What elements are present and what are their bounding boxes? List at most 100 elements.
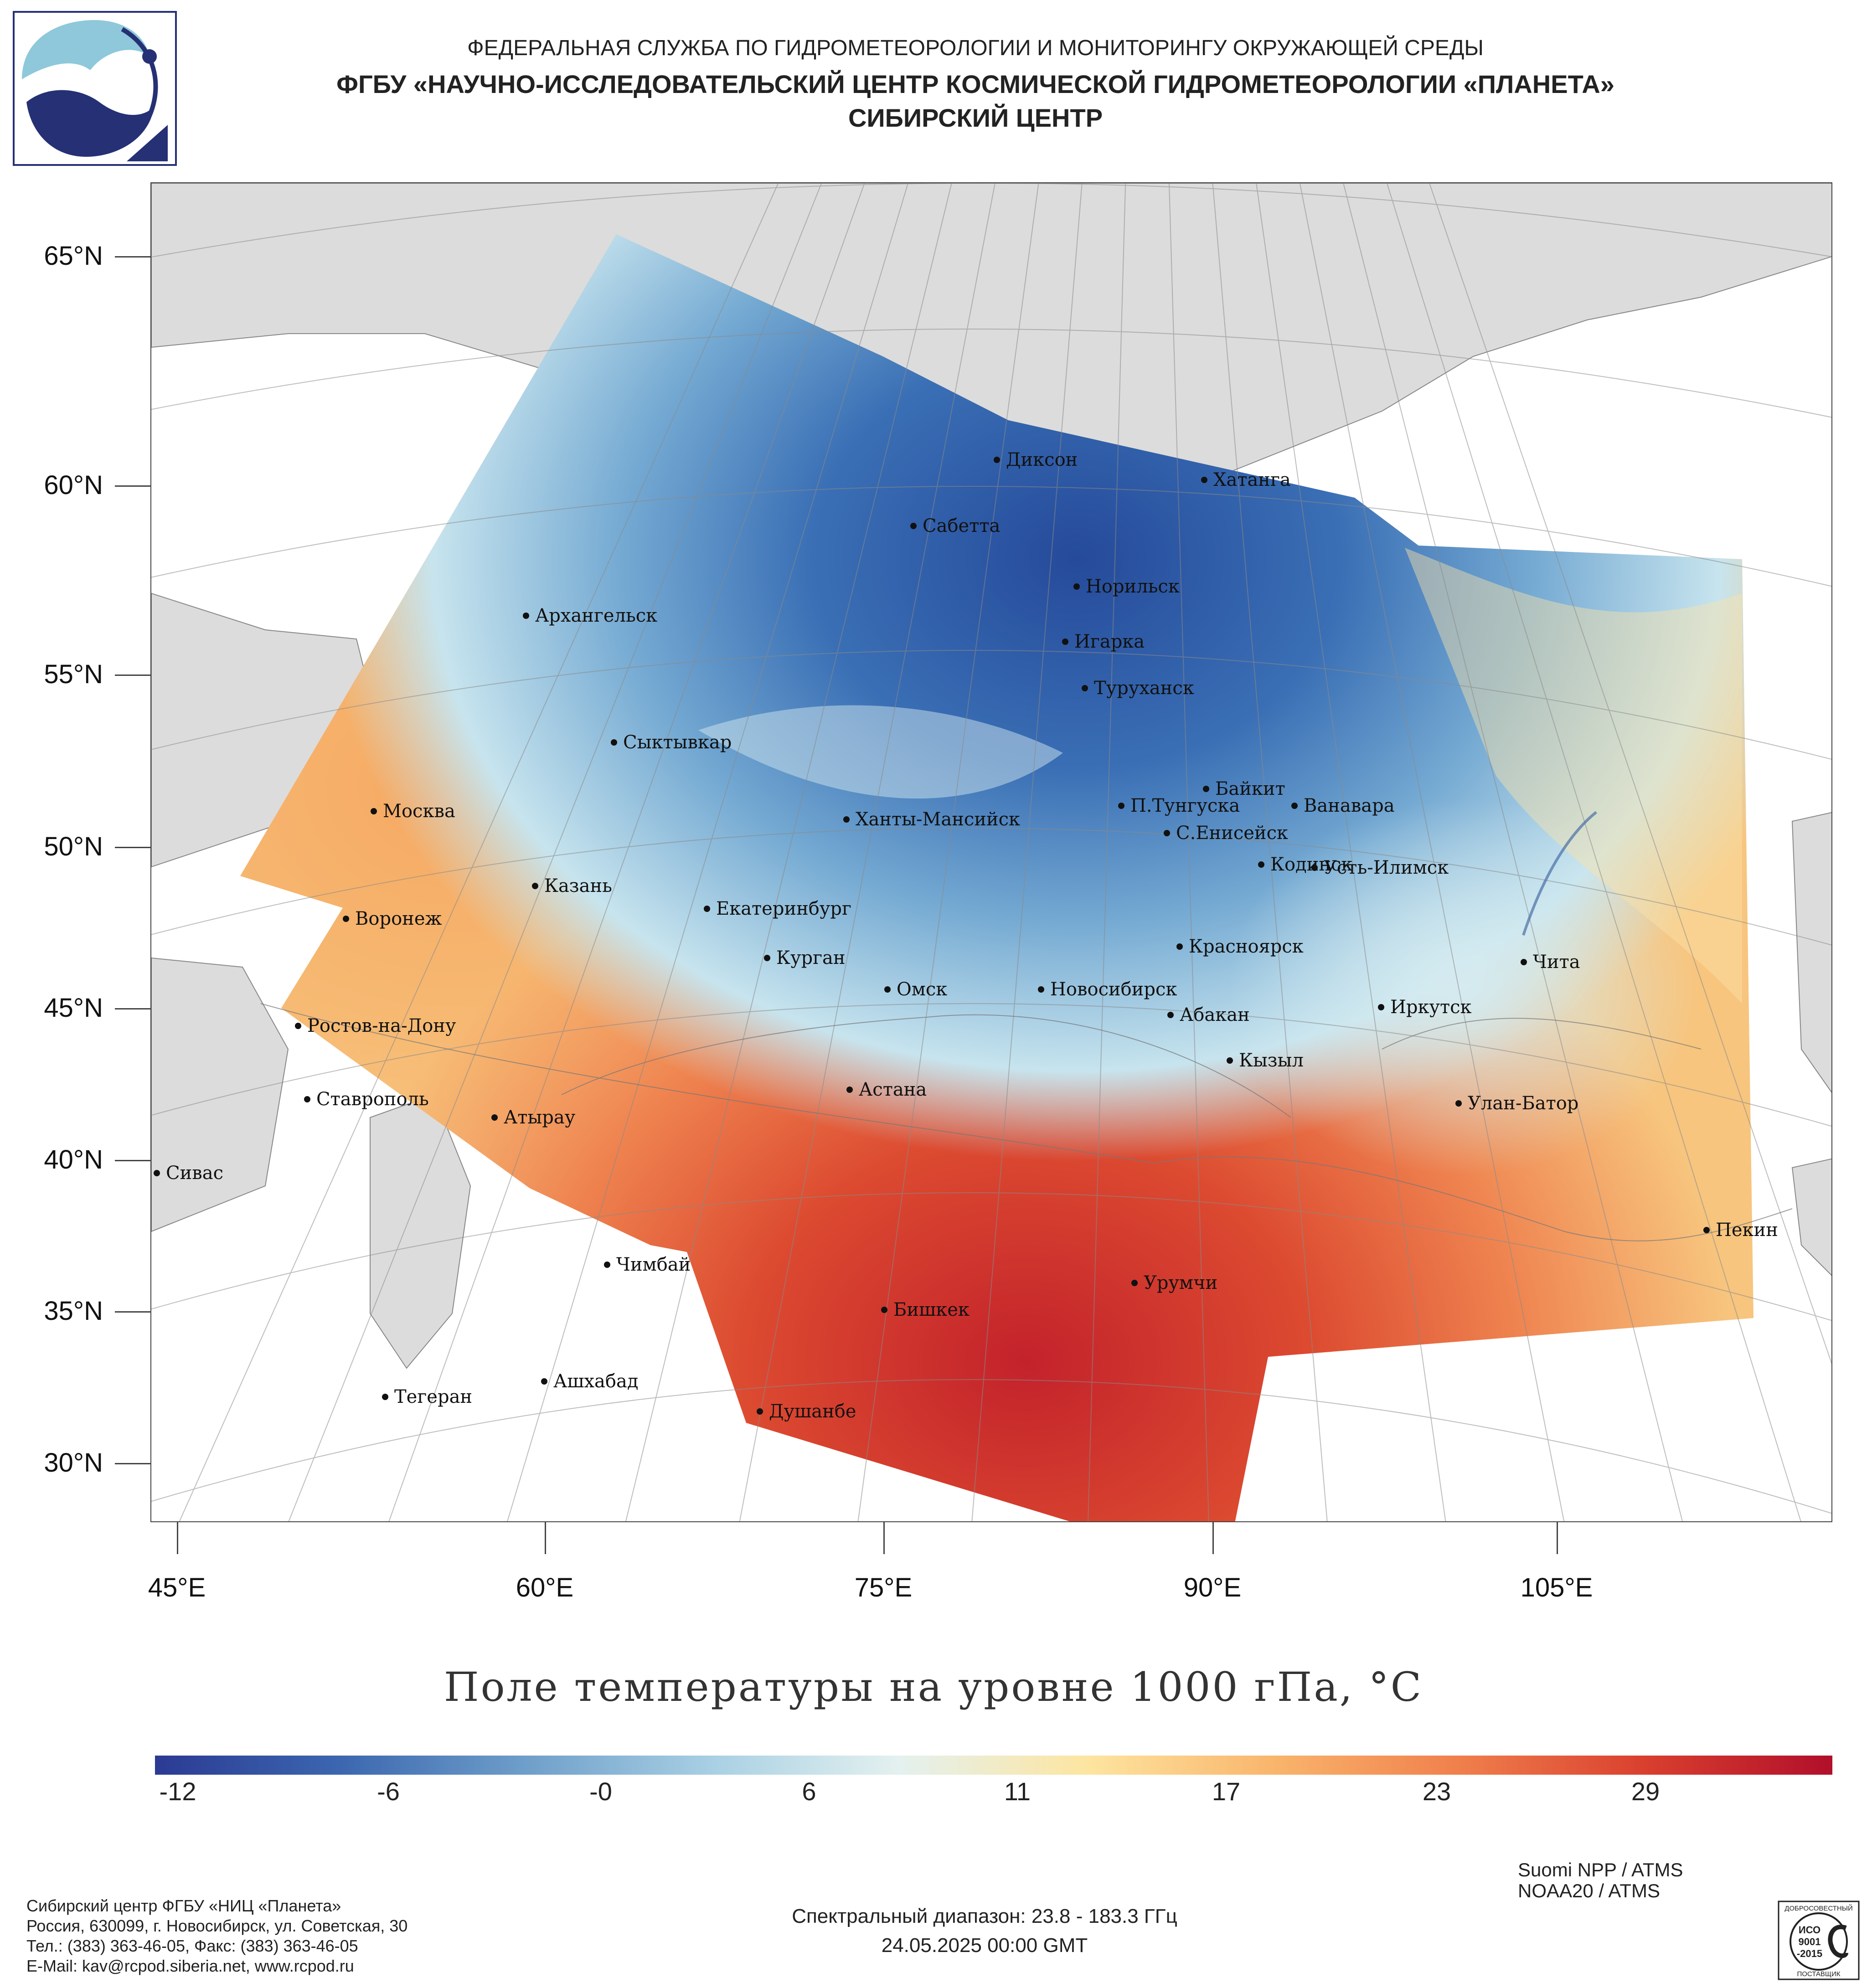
- iso-mid1: ИСО: [1799, 1924, 1821, 1936]
- city-name: Кызыл: [1239, 1050, 1304, 1071]
- temperature-map: Диксон Хатанга Сабетта Норильск Архангельск И…: [150, 182, 1832, 1522]
- city-marker: Хатанга: [1201, 469, 1291, 490]
- city-dot: [1082, 685, 1088, 691]
- city-marker: Байкит: [1203, 778, 1285, 799]
- colorbar-tick-label: 17: [1212, 1777, 1241, 1806]
- city-name: Ростов-на-Дону: [307, 1015, 456, 1036]
- iso-top-text: ДОБРОСОВЕСТНЫЙ: [1784, 1904, 1853, 1912]
- latitude-label: 50°N: [44, 832, 103, 861]
- longitude-tick: [545, 1522, 546, 1554]
- colorbar-tick-label: 23: [1422, 1777, 1451, 1806]
- iso-mid2: 9001: [1799, 1936, 1821, 1947]
- city-marker: Ставрополь: [304, 1089, 429, 1110]
- city-marker: Игарка: [1062, 631, 1145, 652]
- city-dot: [1258, 861, 1264, 868]
- observation-datetime: 24.05.2025 00:00 GMT: [881, 1934, 1088, 1957]
- latitude-tick: [115, 1160, 150, 1161]
- satellite-item: Suomi NPP / ATMS: [1518, 1859, 1683, 1880]
- city-name: Чита: [1533, 952, 1580, 973]
- city-name: Ставрополь: [316, 1089, 429, 1110]
- header-center: ФГБУ «НАУЧНО-ИССЛЕДОВАТЕЛЬСКИЙ ЦЕНТР КОС…: [336, 70, 1614, 98]
- colorbar-tick-label: 29: [1631, 1777, 1660, 1806]
- city-name: Абакан: [1180, 1004, 1250, 1025]
- city-dot: [532, 883, 538, 889]
- org-line: Тел.: (383) 363-46-05, Факс: (383) 363-4…: [26, 1936, 358, 1955]
- city-name: Сивас: [166, 1163, 223, 1184]
- map-title: Поле температуры на уровне 1000 гПа, °C: [444, 1664, 1423, 1710]
- city-marker: Душанбе: [757, 1401, 856, 1422]
- org-line: Сибирский центр ФГБУ «НИЦ «Планета»: [26, 1896, 341, 1915]
- city-name: Урумчи: [1144, 1272, 1217, 1293]
- city-marker: П.Тунгуска: [1118, 795, 1240, 816]
- latitude-tick: [115, 1311, 150, 1313]
- city-name: П.Тунгуска: [1130, 795, 1240, 816]
- city-marker: Сыктывкар: [611, 732, 732, 753]
- city-dot: [343, 916, 349, 922]
- city-marker: Тегеран: [382, 1386, 472, 1407]
- latitude-tick: [115, 485, 150, 487]
- longitude-label: 105°E: [1520, 1573, 1593, 1602]
- spectral-range: Спектральный диапазон: 23.8 - 183.3 ГГц: [792, 1905, 1177, 1927]
- city-name: Туруханск: [1094, 678, 1194, 699]
- city-name: Омск: [897, 979, 947, 1000]
- city-name: Норильск: [1086, 576, 1180, 597]
- org-line: E-Mail: kav@rcpod.siberia.net, www.rcpod…: [26, 1957, 354, 1975]
- city-name: Астана: [859, 1079, 927, 1100]
- city-dot: [910, 523, 917, 529]
- city-marker: Иркутск: [1378, 997, 1472, 1018]
- latitude-label: 45°N: [44, 993, 103, 1023]
- city-name: Бишкек: [893, 1299, 970, 1320]
- satellite-list: Suomi NPP / ATMS NOAA20 / ATMS: [1518, 1859, 1683, 1901]
- city-marker: Казань: [532, 876, 612, 896]
- city-name: Ванавара: [1304, 795, 1395, 816]
- iso-bottom-text: ПОСТАВЩИК: [1797, 1970, 1840, 1978]
- city-marker: Ашхабад: [541, 1371, 638, 1392]
- latitude-tick: [115, 1008, 150, 1009]
- city-name: Воронеж: [355, 908, 442, 929]
- city-marker: Абакан: [1167, 1004, 1250, 1025]
- city-dot: [304, 1096, 310, 1102]
- city-dot: [382, 1394, 388, 1400]
- city-dot: [1164, 830, 1170, 836]
- city-name: Байкит: [1215, 778, 1285, 799]
- city-dot: [1118, 803, 1124, 809]
- city-dot: [757, 1408, 763, 1415]
- org-line: Россия, 630099, г. Новосибирск, ул. Сове…: [26, 1916, 408, 1935]
- city-name: Казань: [544, 876, 612, 896]
- city-name: Кодинск: [1270, 854, 1352, 875]
- city-dot: [371, 808, 377, 814]
- iso-mid3: -2015: [1797, 1948, 1822, 1959]
- city-marker: Новосибирск: [1038, 979, 1177, 1000]
- colorbar-tick-label: -0: [589, 1777, 612, 1806]
- city-name: Чимбай: [616, 1254, 691, 1275]
- city-marker: С.Енисейск: [1164, 823, 1288, 844]
- city-dot: [604, 1262, 610, 1268]
- city-marker: Сабетта: [910, 515, 1000, 536]
- city-name: Тегеран: [394, 1386, 472, 1407]
- colorbar-tick-label: -12: [159, 1777, 196, 1806]
- city-name: Игарка: [1074, 631, 1145, 652]
- city-marker: Курган: [764, 948, 846, 968]
- satellite-item: NOAA20 / ATMS: [1518, 1880, 1660, 1901]
- city-marker: Урумчи: [1131, 1272, 1217, 1293]
- longitude-label: 75°E: [854, 1573, 913, 1602]
- city-dot: [1201, 477, 1207, 483]
- city-marker: Москва: [371, 801, 455, 822]
- city-dot: [704, 906, 710, 912]
- city-name: Екатеринбург: [716, 898, 851, 919]
- longitude-label: 60°E: [516, 1573, 574, 1602]
- city-dot: [1291, 803, 1298, 809]
- city-dot: [884, 986, 891, 993]
- city-marker: Екатеринбург: [704, 898, 851, 919]
- city-name: Курган: [776, 948, 846, 968]
- colorbar-tick-label: 6: [802, 1777, 816, 1806]
- city-dot: [541, 1378, 547, 1385]
- org-address-block: Сибирский центр ФГБУ «НИЦ «Планета» Росс…: [26, 1896, 407, 1976]
- city-name: С.Енисейск: [1176, 823, 1288, 844]
- latitude-label: 30°N: [44, 1448, 103, 1478]
- latitude-label: 55°N: [44, 659, 103, 689]
- city-marker: Красноярск: [1176, 936, 1304, 957]
- city-name: Улан-Батор: [1468, 1093, 1578, 1114]
- city-dot: [1455, 1100, 1462, 1107]
- latitude-tick: [115, 256, 150, 258]
